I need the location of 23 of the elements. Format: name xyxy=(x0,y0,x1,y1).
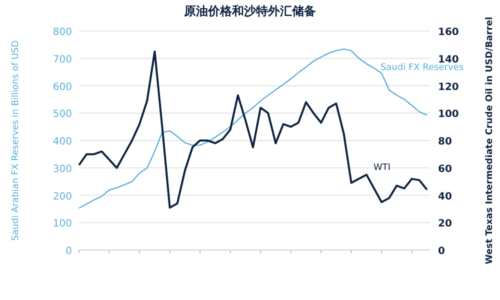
series-label: Saudi FX Reserves xyxy=(380,63,464,74)
y-tick-label: 800 xyxy=(52,27,72,38)
y2-tick-label: 140 xyxy=(438,54,459,66)
y2-tick-label: 80 xyxy=(438,136,452,148)
y2-tick-label: 20 xyxy=(438,218,452,230)
y2-tick-label: 60 xyxy=(438,164,452,175)
y2-tick-label: 40 xyxy=(438,191,452,202)
y2-tick-label: 160 xyxy=(438,27,459,38)
y-tick-label: 0 xyxy=(66,246,72,257)
y2-tick-label: 100 xyxy=(438,109,459,120)
y-tick-label: 700 xyxy=(52,54,72,66)
y-tick-label: 200 xyxy=(52,191,72,202)
y-tick-label: 300 xyxy=(52,164,72,175)
y2-axis-title: West Texas Intermediate Crude Oil in USD/Barrel xyxy=(485,16,495,264)
y-axis-title: Saudi Arabian FX Reserves in Billions of USD xyxy=(11,40,21,241)
y-tick-label: 500 xyxy=(52,109,72,120)
chart-title: 原油价格和沙特外汇储备 xyxy=(183,4,316,18)
y2-tick-label: 0 xyxy=(438,246,445,257)
y-tick-label: 600 xyxy=(52,82,72,93)
y2-tick-label: 120 xyxy=(438,82,459,93)
series-label: WTI xyxy=(373,162,391,173)
y-tick-label: 100 xyxy=(52,218,72,230)
y-tick-label: 400 xyxy=(52,136,72,148)
